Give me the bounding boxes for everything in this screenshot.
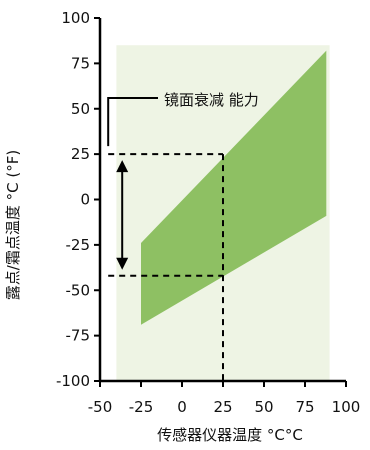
depression-arrow-head-down <box>116 257 129 270</box>
x-axis-title: 传感器仪器温度 °C°C <box>157 426 303 444</box>
y-tick-label: -25 <box>66 236 91 254</box>
y-tick-label: -100 <box>56 372 90 390</box>
tick-layer: -100 -75 -50 -25 0 25 50 75 100 -50 -25 0 25 50 75 100 <box>56 9 360 416</box>
x-tick-label: -50 <box>88 398 113 416</box>
x-tick-label: 75 <box>295 398 314 416</box>
y-tick-label: -50 <box>66 281 91 299</box>
annotation-label: 镜面衰减 能力 <box>164 91 259 109</box>
y-tick-label: 25 <box>71 145 90 163</box>
x-tick-label: -25 <box>129 398 154 416</box>
x-tick-label: 0 <box>177 398 187 416</box>
x-tick-label: 100 <box>332 398 361 416</box>
y-tick-label: 100 <box>61 9 90 27</box>
x-tick-label: 50 <box>254 398 273 416</box>
data-layer <box>141 50 327 325</box>
y-axis-title: 露点/霜点温度 °C (°F) <box>4 150 22 300</box>
y-tick-label: -75 <box>66 327 91 345</box>
annotation-leader-line <box>107 97 158 147</box>
y-tick-label: 50 <box>71 100 90 118</box>
y-tick-label: 75 <box>71 54 90 72</box>
depression-arrow-head-up <box>116 160 129 173</box>
y-tick-label: 0 <box>80 191 90 209</box>
x-tick-label: 25 <box>213 398 232 416</box>
depression-band-0 <box>141 50 327 325</box>
annotation-layer <box>107 97 224 381</box>
